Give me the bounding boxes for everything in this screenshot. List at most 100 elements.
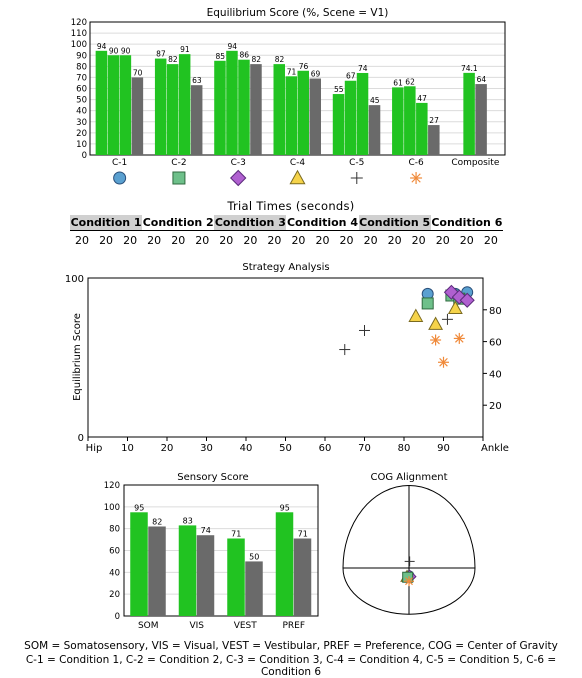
ss-bar <box>293 538 312 616</box>
sa-point-c-6-ray <box>454 334 464 343</box>
circle-icon <box>113 171 127 185</box>
eq-ytick-label: 20 <box>76 129 87 139</box>
eq-bar <box>309 78 321 155</box>
ss-plot-frame <box>123 484 319 617</box>
sa-point-c-6-ray <box>431 335 440 345</box>
ss-bar <box>245 561 263 616</box>
eq-bar-value-label: 90 <box>121 46 131 55</box>
eq-bar-value-label: 47 <box>417 94 427 103</box>
sa-xtick-label: 30 <box>200 443 213 454</box>
ss-ytick-label: 0 <box>115 612 120 622</box>
trial-times-header-row: Condition 1 Condition 2 Condition 3 Cond… <box>70 215 503 231</box>
eq-bar <box>250 64 262 155</box>
ss-bar-value-label: 83 <box>183 516 193 525</box>
trial-time-cell: 20 <box>195 234 210 247</box>
sa-ytick-right-label: 60 <box>489 338 502 349</box>
plus-icon <box>350 172 363 184</box>
eq-bar-value-label: 55 <box>334 85 344 94</box>
sa-ytick-right-label: 80 <box>489 306 502 317</box>
sa-point-c-2-shape <box>421 297 434 310</box>
eq-bar-value-label: 94 <box>97 42 107 51</box>
sa-xtick-label: 40 <box>240 443 253 454</box>
sa-ytick-right-label: 20 <box>489 401 502 412</box>
eq-bar-value-label: 87 <box>156 50 166 59</box>
trial-time-cell: 20 <box>459 234 474 247</box>
eq-category-label: C-2 <box>171 158 186 168</box>
sa-title: Strategy Analysis <box>242 262 329 273</box>
trial-time-cell: 20 <box>387 234 402 247</box>
diamond-icon-shape <box>230 169 247 187</box>
eq-category-label: C-3 <box>231 158 246 168</box>
sa-xtick-label: 80 <box>398 443 411 454</box>
sa-point-c-4-shape <box>408 308 424 322</box>
condition-6-header: Condition 6 <box>431 216 503 229</box>
sa-ytick-left: 100 <box>65 274 84 285</box>
eq-bar <box>166 64 179 155</box>
eq-bar-value-label: 27 <box>429 116 439 125</box>
sa-ytick-left: 0 <box>78 433 84 444</box>
triangle-icon-shape <box>289 169 306 185</box>
sa-point-c-4-shape <box>447 300 463 314</box>
eq-bar-value-label: 85 <box>215 52 225 61</box>
asterisk-icon-ray <box>411 173 421 183</box>
ss-bar <box>178 525 197 616</box>
footer-legend-line-1: SOM = Somatosensory, VIS = Visual, VEST … <box>24 640 558 652</box>
square-icon <box>172 171 186 185</box>
ss-bar <box>148 526 166 616</box>
eq-bar-value-label: 61 <box>393 78 403 87</box>
cog-title: COG Alignment <box>370 472 447 483</box>
eq-ytick-label: 110 <box>71 29 87 39</box>
eq-bar <box>368 105 381 155</box>
cog-point-c-6-ray <box>405 577 413 586</box>
trial-time-cell: 20 <box>243 234 258 247</box>
condition-2-header: Condition 2 <box>142 216 214 229</box>
ss-bar-value-label: 82 <box>152 517 162 526</box>
sa-ylabel: Equilibrium Score <box>72 313 83 401</box>
ss-title: Sensory Score <box>177 472 248 483</box>
ss-bar-value-label: 95 <box>280 503 290 512</box>
eq-bar <box>285 76 297 155</box>
sa-xtick-label: 10 <box>121 443 134 454</box>
cog-point-c-5 <box>404 556 415 567</box>
eq-ytick-label: 40 <box>76 107 87 117</box>
eq-ytick-label: 10 <box>76 140 87 150</box>
eq-bar <box>273 64 285 155</box>
eq-category-label: Composite <box>451 158 499 168</box>
sa-point-c-3 <box>459 292 475 308</box>
trial-time-cell: 20 <box>411 234 426 247</box>
trial-time-cell: 20 <box>75 234 90 247</box>
eq-bar-value-label: 91 <box>180 45 190 54</box>
eq-bar <box>475 84 487 155</box>
trial-time-cell: 20 <box>267 234 282 247</box>
eq-bar-value-label: 74.1 <box>461 64 478 73</box>
eq-bar <box>332 94 345 155</box>
sa-xtick-label: 20 <box>161 443 174 454</box>
eq-ytick-label: 60 <box>76 85 87 95</box>
ss-bar-value-label: 71 <box>298 529 308 538</box>
eq-bar <box>95 50 108 155</box>
ss-bar-value-label: 74 <box>201 526 211 535</box>
ss-bar <box>196 535 215 616</box>
eq-bar <box>404 86 416 155</box>
circle-icon-shape <box>113 171 127 185</box>
sa-point-c-6 <box>430 334 442 346</box>
sa-point-c-6 <box>438 356 449 368</box>
eq-bar <box>119 55 132 155</box>
eq-bar <box>226 50 238 155</box>
eq-bar-value-label: 90 <box>109 46 119 55</box>
ss-category-label: VEST <box>234 621 258 631</box>
eq-bar <box>392 87 404 155</box>
sa-xtick-label: 90 <box>437 443 450 454</box>
sa-point-c-5 <box>339 344 351 356</box>
trial-time-cell: 20 <box>291 234 306 247</box>
eq-bar-value-label: 82 <box>251 55 261 64</box>
eq-bar <box>356 72 369 155</box>
ss-ytick-label: 40 <box>109 568 120 578</box>
ss-bar <box>275 512 294 616</box>
cog-alignment-chart: COG Alignment <box>342 472 476 615</box>
ss-bar-value-label: 50 <box>249 552 259 561</box>
eq-bar-value-label: 74 <box>358 64 368 73</box>
eq-bar <box>154 58 167 156</box>
eq-bar-value-label: 76 <box>299 62 309 71</box>
eq-bar <box>214 60 226 155</box>
